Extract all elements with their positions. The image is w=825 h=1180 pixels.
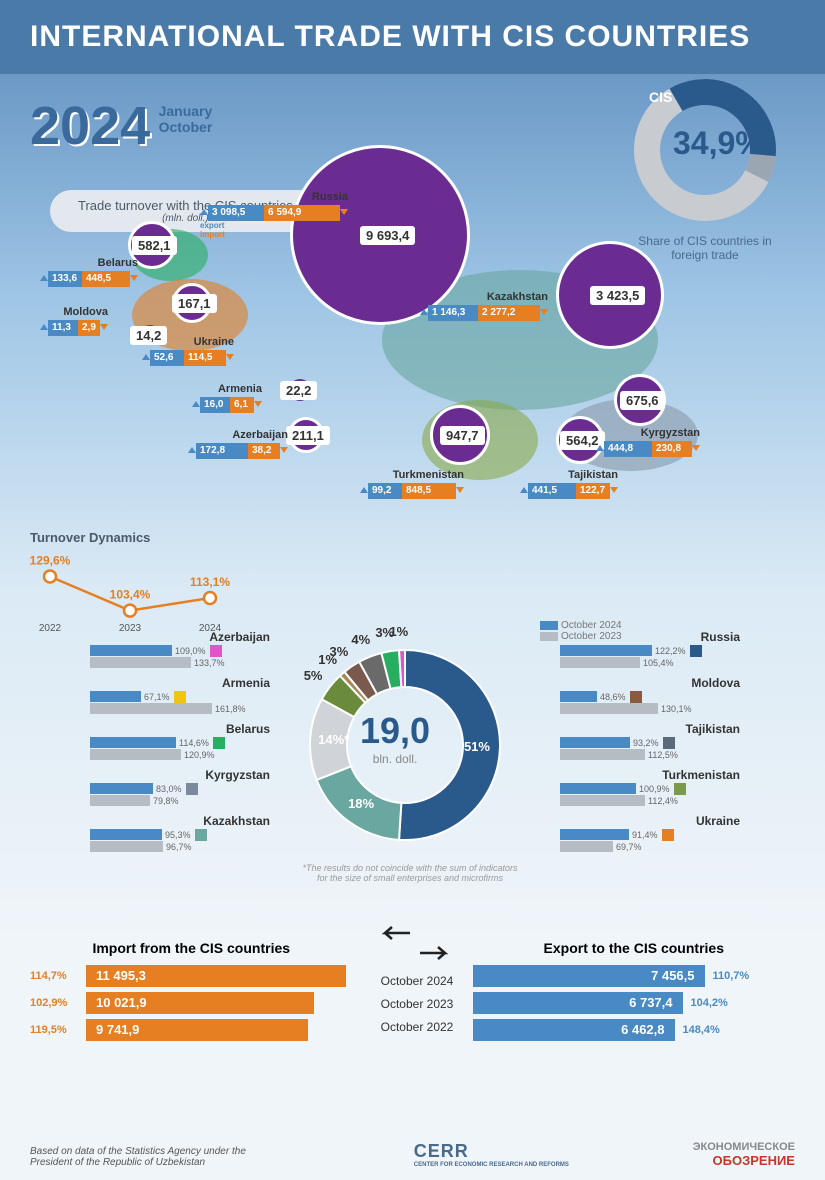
pie-slice-label: 4% [351, 632, 370, 647]
header-bar: INTERNATIONAL TRADE WITH CIS COUNTRIES [0, 0, 825, 74]
trade-pair-kazakhstan: Kazakhstan 1 146,32 277,2 [420, 305, 548, 321]
compare-belarus: Belarus 114,6% 120,9% [90, 722, 270, 760]
cis-label: CIS [649, 89, 672, 105]
cis-pct: 34,9% [673, 125, 764, 162]
trade-pair-turkmenistan: Turkmenistan 99,2848,5 [360, 483, 464, 499]
compare-ukraine: Ukraine 91,4% 69,7% [560, 814, 740, 852]
pie-slice-label: 14%* [318, 732, 349, 747]
import-bars: Import from the CIS countries 114,7%11 4… [30, 940, 353, 1045]
hbar-row: 114,7%11 495,3 [30, 964, 353, 988]
compare-armenia: Armenia 67,1% 161,8% [90, 676, 270, 714]
compare-moldova: Moldova 48,6% 130,1% [560, 676, 740, 714]
cerr-logo: CERRCENTER FOR ECONOMIC RESEARCH AND REF… [414, 1141, 569, 1168]
bubble-label: 22,2 [280, 381, 317, 400]
svg-text:129,6%: 129,6% [30, 554, 71, 568]
year-block: 2024 JanuaryOctober [30, 95, 212, 157]
pie-slice-label: 1% [389, 624, 408, 639]
hbar-row: 6 462,8148,4% [473, 1018, 796, 1042]
trade-pair-ukraine: Ukraine 52,6114,5 [142, 350, 234, 366]
hbar-row: 119,5%9 741,9 [30, 1018, 353, 1042]
trade-pair-armenia: Armenia 16,06,1 [192, 397, 262, 413]
page-title: INTERNATIONAL TRADE WITH CIS COUNTRIES [30, 20, 795, 54]
magazine-logo: ЭКОНОМИЧЕСКОЕОБОЗРЕНИЕ [693, 1141, 795, 1168]
trade-pair-russia: Russia 3 098,56 594,9exportimport [200, 205, 348, 239]
right-comparison-bars: Russia 122,2% 105,4% Moldova 48,6% 130,1%… [560, 630, 740, 860]
compare-russia: Russia 122,2% 105,4% [560, 630, 740, 668]
bubble-label: 211,1 [286, 426, 330, 445]
trade-pair-tajikistan: Tajikistan 441,5122,7 [520, 483, 618, 499]
trade-structure-donut: 19,0 bln. doll. *The results do not coin… [300, 640, 520, 883]
compare-kazakhstan: Kazakhstan 95,3% 96,7% [90, 814, 270, 852]
svg-text:103,4%: 103,4% [110, 588, 151, 602]
year-axis-labels: October 2024 October 2023 October 2022 [362, 965, 472, 1043]
bubble-label: 14,2 [130, 326, 167, 345]
period: JanuaryOctober [159, 103, 213, 135]
pie-slice-label: 18% [348, 796, 374, 811]
bubble-label: 9 693,4 [360, 226, 415, 245]
pie-slice-label: 3% [329, 644, 348, 659]
trade-pair-moldova: Moldova 11,32,9 [40, 320, 108, 336]
pie-slice-label: 51% [464, 739, 490, 754]
compare-kyrgyzstan: Kyrgyzstan 83,0% 79,8% [90, 768, 270, 806]
bubble-label: 675,6 [620, 391, 665, 410]
bubble-label: 167,1 [172, 294, 217, 313]
map-area: 9 693,4 Russia 3 098,56 594,9exportimport… [0, 175, 825, 515]
compare-turkmenistan: Turkmenistan 100,9% 112,4% [560, 768, 740, 806]
hbar-row: 102,9%10 021,9 [30, 991, 353, 1015]
compare-tajikistan: Tajikistan 93,2% 112,5% [560, 722, 740, 760]
left-comparison-bars: Azerbaijan 109,0% 133,7% Armenia 67,1% 16… [90, 630, 270, 860]
footer: Based on data of the Statistics Agency u… [30, 1141, 795, 1168]
compare-azerbaijan: Azerbaijan 109,0% 133,7% [90, 630, 270, 668]
export-bars: Export to the CIS countries 7 456,5110,7… [473, 940, 796, 1045]
source-note: Based on data of the Statistics Agency u… [30, 1146, 290, 1168]
svg-text:2022: 2022 [39, 623, 62, 634]
year-value: 2024 [30, 96, 150, 156]
trade-pair-kyrgyzstan: Kyrgyzstan 444,8230,8 [596, 441, 700, 457]
trade-pair-azerbaijan: Azerbaijan 172,838,2 [188, 443, 288, 459]
svg-text:113,1%: 113,1% [190, 575, 230, 589]
pie-slice-label: 5% [304, 668, 323, 683]
turnover-dynamics: Turnover Dynamics 129,6% 2022 103,4% 202… [30, 530, 230, 640]
hbar-row: 6 737,4104,2% [473, 991, 796, 1015]
bubble-label: 3 423,5 [590, 286, 645, 305]
bubble-label: 947,7 [440, 426, 485, 445]
hbar-row: 7 456,5110,7% [473, 964, 796, 988]
trade-pair-belarus: Belarus 133,6448,5 [40, 271, 138, 287]
bubble-label: 582,1 [132, 236, 177, 255]
